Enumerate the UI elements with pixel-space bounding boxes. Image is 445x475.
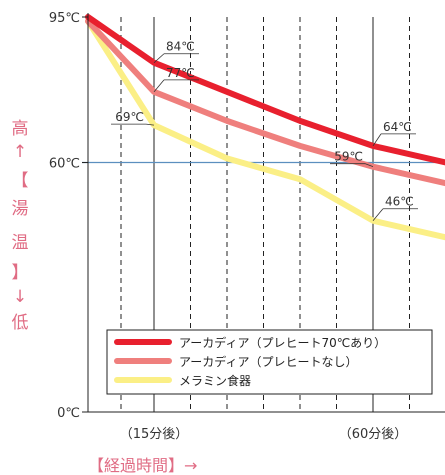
annotation-label: 64℃ <box>383 120 412 134</box>
annotation-leader <box>364 163 374 168</box>
legend: アーカディア（プレヒート70℃あり） アーカディア（プレヒートなし） メラミン食器 <box>106 329 433 395</box>
y-axis-label: 高 ↑ 【湯温】 ↓ 低 <box>12 119 29 333</box>
legend-entry: アーカディア（プレヒートなし） <box>179 354 357 369</box>
annotation-label: 46℃ <box>385 195 414 209</box>
y-axis-char: 】 <box>12 263 29 283</box>
y-tick-label: 60℃ <box>49 157 80 172</box>
y-axis-char: ↓ <box>13 287 27 307</box>
annotation-label: 77℃ <box>166 66 195 80</box>
x-axis-label: 【経過時間】→ <box>88 456 197 475</box>
annotation-leader <box>372 208 384 221</box>
y-axis-char: 【 <box>12 171 29 191</box>
y-axis-char: 低 <box>12 313 29 333</box>
series-line-1 <box>85 14 445 166</box>
x-tick-label: （60分後） <box>339 427 408 442</box>
annotation-leader <box>372 133 382 147</box>
y-axis-char: 温 <box>12 233 29 253</box>
annotation-leader <box>145 123 155 126</box>
annotation-leader <box>153 53 165 64</box>
legend-entry: メラミン食器 <box>179 373 251 388</box>
x-tick-label: （15分後） <box>120 427 189 442</box>
annotation-label: 69℃ <box>115 110 144 124</box>
series-line-2 <box>85 18 445 187</box>
y-axis-char: 湯 <box>12 199 29 219</box>
y-axis-char: ↑ <box>13 142 27 162</box>
annotation-label: 84℃ <box>166 40 195 54</box>
y-tick-label: 0℃ <box>57 406 80 421</box>
annotations-group: 84℃ 77℃ 69℃ 64℃ 59℃ 46℃ <box>111 40 418 221</box>
series-line-3 <box>85 18 445 241</box>
series-lines <box>85 14 445 241</box>
y-axis-char: 高 <box>12 119 29 139</box>
legend-entry: アーカディア（プレヒート70℃あり） <box>179 335 386 350</box>
y-tick-label: 95℃ <box>49 11 80 26</box>
annotation-label: 59℃ <box>334 150 363 164</box>
annotation-leader <box>153 79 165 93</box>
axes-group: 95℃ 60℃ 0℃ （15分後） （60分後） <box>49 11 445 442</box>
